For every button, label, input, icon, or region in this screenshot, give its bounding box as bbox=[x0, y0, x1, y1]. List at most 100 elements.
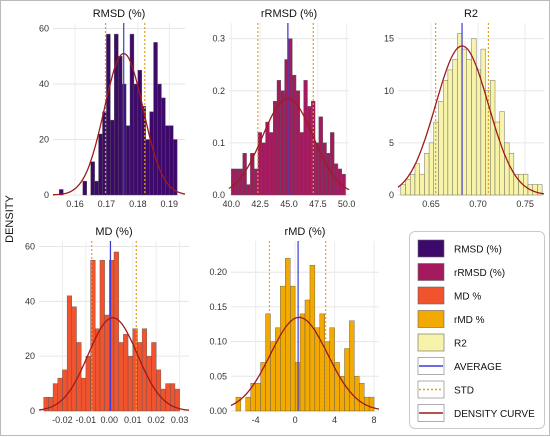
histogram-bar bbox=[110, 119, 115, 196]
x-tick-label: 47.5 bbox=[309, 199, 327, 209]
histogram-bar bbox=[532, 184, 538, 196]
y-tick-label: 0.2 bbox=[212, 86, 225, 96]
histogram-bar bbox=[309, 265, 316, 412]
legend-label: rMD % bbox=[454, 315, 485, 326]
x-tick-label: 4 bbox=[332, 415, 337, 425]
histogram-bar bbox=[405, 179, 411, 196]
histogram-bar bbox=[537, 184, 543, 196]
panel-title: MD (%) bbox=[95, 226, 132, 238]
y-tick-label: 0.20 bbox=[209, 267, 227, 277]
histogram-bar bbox=[245, 396, 251, 412]
x-tick-label: -0.02 bbox=[52, 415, 73, 425]
x-tick-label: 0.16 bbox=[66, 199, 84, 209]
y-tick-label: 15 bbox=[384, 34, 394, 44]
legend-label: RMSD (%) bbox=[454, 245, 502, 256]
histogram-bar bbox=[265, 121, 270, 196]
histogram-bar bbox=[319, 313, 325, 412]
histogram-bar bbox=[280, 285, 286, 412]
histogram-bar bbox=[330, 132, 335, 196]
legend-item-average: AVERAGE bbox=[417, 357, 502, 375]
histogram-bar bbox=[153, 42, 158, 196]
panel-title: rRMSD (%) bbox=[261, 8, 317, 20]
x-tick-label: 0.75 bbox=[516, 199, 534, 209]
histogram-bar bbox=[314, 142, 320, 196]
histogram-bar bbox=[174, 388, 180, 412]
legend-item-rmd: rMD % bbox=[417, 310, 485, 328]
histogram-bar bbox=[419, 173, 425, 196]
histogram-bar bbox=[231, 168, 236, 196]
histogram-bar bbox=[113, 251, 119, 412]
histogram-bar bbox=[400, 184, 406, 196]
histogram-bar bbox=[123, 334, 129, 412]
histogram-bar bbox=[80, 377, 87, 412]
histogram-bar bbox=[326, 153, 331, 196]
histogram-bar bbox=[276, 80, 282, 196]
legend-swatch bbox=[417, 310, 445, 328]
histogram-bar bbox=[261, 142, 266, 196]
histogram-bar bbox=[344, 348, 350, 412]
histogram-bar bbox=[290, 285, 296, 412]
histogram-bar bbox=[314, 327, 321, 412]
x-tick-label: 0.03 bbox=[171, 415, 189, 425]
histogram-bar bbox=[272, 100, 278, 196]
histogram-bar bbox=[447, 69, 453, 196]
histogram-bar bbox=[246, 184, 251, 196]
x-tick-label: -0.01 bbox=[76, 415, 97, 425]
legend-entries: RMSD (%) rRMSD (%) MD % rMD % R2 AVERAGE STD DE… bbox=[417, 239, 535, 422]
histogram-bar bbox=[322, 142, 327, 196]
panel-title: R2 bbox=[464, 8, 478, 20]
histogram-bar bbox=[94, 180, 99, 196]
panel-rrmsd: 40.0 42.5 45.0 47.5 50.0 0.0 0.1 0.2 0.3 rRMSD (%… bbox=[212, 8, 355, 209]
histogram-bar bbox=[157, 83, 162, 196]
histogram-bar bbox=[98, 133, 103, 196]
legend-item-md: MD % bbox=[417, 286, 481, 305]
histogram-bar bbox=[349, 320, 355, 412]
histogram-bar bbox=[480, 48, 486, 196]
histogram-bar bbox=[329, 327, 335, 412]
x-tick-label: 0.70 bbox=[469, 199, 487, 209]
histogram-bar bbox=[71, 306, 77, 412]
panel-rmsd: 0.16 0.17 0.18 0.19 0 20 40 60 RMSD (%) bbox=[39, 8, 186, 209]
histogram-bar bbox=[127, 355, 133, 412]
histogram-bar bbox=[410, 173, 416, 196]
y-tick-label: 0 bbox=[30, 406, 35, 416]
histogram-bar bbox=[368, 396, 375, 412]
histogram-bar bbox=[288, 38, 293, 196]
histogram-bar bbox=[104, 314, 110, 412]
x-tick-label: -4 bbox=[252, 415, 260, 425]
density-curve bbox=[228, 97, 350, 191]
histogram-bar bbox=[118, 56, 123, 196]
y-tick-label: 10 bbox=[384, 86, 394, 96]
histogram-bar bbox=[292, 74, 297, 196]
y-tick-label: 0.05 bbox=[209, 371, 227, 381]
y-tick-label: 0.15 bbox=[209, 302, 227, 312]
histogram-bar bbox=[95, 328, 101, 412]
legend-swatch bbox=[417, 286, 445, 305]
panel-rmd: -4 0 4 8 0.00 0.05 0.10 0.15 0.20 rMD (%) bbox=[209, 226, 380, 425]
histogram-bar bbox=[307, 106, 312, 196]
histogram-bar bbox=[114, 33, 119, 196]
histogram-bar bbox=[129, 33, 135, 196]
histogram-bar bbox=[169, 125, 174, 196]
histogram-bar bbox=[457, 33, 463, 196]
legend-swatch bbox=[417, 239, 445, 258]
histogram-bar bbox=[471, 38, 477, 196]
density-curve bbox=[397, 45, 545, 195]
x-tick-label: 8 bbox=[372, 415, 377, 425]
y-tick-label: 0.00 bbox=[209, 406, 227, 416]
x-tick-label: 0.19 bbox=[161, 199, 179, 209]
histogram-bar bbox=[414, 163, 420, 196]
histogram-bar bbox=[452, 59, 458, 196]
y-tick-label: 0.0 bbox=[212, 190, 225, 200]
density-curve bbox=[52, 52, 186, 196]
histogram-bar bbox=[125, 125, 131, 196]
legend-item-r2: R2 bbox=[417, 333, 467, 352]
legend-item-rrmsd: rRMSD (%) bbox=[417, 263, 505, 281]
x-tick-label: 40.0 bbox=[223, 199, 241, 209]
legend-label: STD bbox=[454, 386, 474, 397]
y-tick-label: 0 bbox=[389, 190, 394, 200]
histogram-bar bbox=[303, 80, 308, 196]
legend-swatch bbox=[417, 333, 445, 352]
